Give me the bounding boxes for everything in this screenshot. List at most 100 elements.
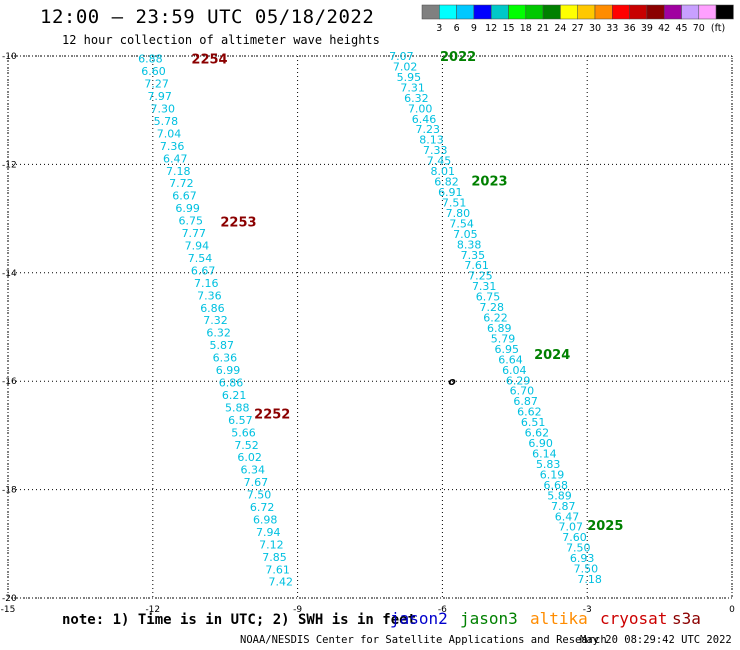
wave-height-value: 6.32 bbox=[404, 92, 429, 105]
colorbar-label: 70 bbox=[693, 23, 705, 34]
wave-height-value: 7.25 bbox=[468, 270, 493, 283]
colorbar-label: 9 bbox=[471, 23, 477, 34]
wave-height-value: 7.87 bbox=[551, 500, 576, 513]
wave-height-value: 7.28 bbox=[479, 301, 504, 314]
colorbar-swatch bbox=[473, 4, 492, 20]
colorbar-swatch bbox=[542, 4, 561, 20]
wave-height-value: 6.67 bbox=[191, 264, 216, 277]
colorbar-swatch bbox=[715, 4, 734, 20]
colorbar: 3 6 9 12 15 18 21 24 27 30 33 36 39 42 45 70 (ft) bbox=[421, 4, 734, 34]
wave-height-value: 7.07 bbox=[389, 50, 414, 63]
wave-height-value: 6.47 bbox=[555, 510, 580, 523]
wave-height-value: 7.23 bbox=[415, 123, 440, 136]
colorbar-swatch bbox=[698, 4, 717, 20]
wave-height-value: 7.50 bbox=[247, 489, 272, 502]
wave-height-value: 6.62 bbox=[525, 427, 550, 440]
legend-jason2: jason2 bbox=[390, 609, 448, 628]
wave-height-value: 7.51 bbox=[442, 196, 467, 209]
wave-height-value: 8.01 bbox=[431, 165, 456, 178]
y-tick-label: -14 bbox=[2, 269, 17, 279]
wave-height-value: 6.82 bbox=[434, 176, 459, 189]
wave-height-value: 7.77 bbox=[182, 227, 207, 240]
wave-height-value: 6.75 bbox=[476, 291, 501, 304]
wave-height-value: 7.35 bbox=[461, 249, 486, 262]
colorbar-label: 3 bbox=[436, 23, 442, 34]
page-subtitle: 12 hour collection of altimeter wave hei… bbox=[62, 33, 380, 47]
wave-height-value: 6.90 bbox=[528, 437, 553, 450]
wave-height-value: 8.38 bbox=[457, 238, 482, 251]
wave-height-value: 6.64 bbox=[498, 353, 523, 366]
colorbar-unit: (ft) bbox=[711, 23, 725, 34]
wave-height-value: 6.57 bbox=[228, 414, 253, 427]
y-tick-label: -10 bbox=[2, 52, 17, 62]
x-tick-label: 0 bbox=[729, 605, 735, 615]
wave-height-value: 7.30 bbox=[151, 103, 176, 116]
wave-height-value: 7.16 bbox=[194, 277, 219, 290]
map-grid bbox=[7, 55, 733, 599]
colorbar-swatch bbox=[490, 4, 509, 20]
y-tick-label: -12 bbox=[2, 160, 17, 170]
pass-time-label: 2023 bbox=[471, 175, 507, 190]
colorbar-swatch bbox=[508, 4, 527, 20]
pass-labels: 2254 2253 2252 2022 2023 2024 2025 o bbox=[191, 50, 623, 534]
colorbar-label: 36 bbox=[624, 23, 636, 34]
wave-height-value: 7.12 bbox=[259, 538, 284, 551]
wave-height-value: 6.36 bbox=[213, 352, 238, 365]
wave-height-value: 7.60 bbox=[562, 531, 587, 544]
wave-height-value: 6.51 bbox=[521, 416, 546, 429]
wave-height-value: 5.78 bbox=[154, 115, 179, 128]
wave-height-value: 6.67 bbox=[172, 190, 197, 203]
wave-height-value: 6.60 bbox=[141, 65, 166, 78]
colorbar-swatch bbox=[560, 4, 578, 20]
footnote: note: 1) Time is in UTC; 2) SWH is in fe… bbox=[62, 612, 417, 628]
wave-height-value: 7.85 bbox=[262, 551, 287, 564]
colorbar-label: 30 bbox=[589, 23, 601, 34]
wave-height-value: 6.72 bbox=[250, 501, 275, 514]
wave-height-value: 7.04 bbox=[157, 127, 182, 140]
map-frame bbox=[7, 55, 733, 599]
wave-height-value: 6.46 bbox=[412, 113, 437, 126]
footer-credit: NOAA/NESDIS Center for Satellite Applica… bbox=[240, 634, 607, 646]
wave-height-value: 6.62 bbox=[517, 406, 542, 419]
wave-height-value: 6.22 bbox=[483, 312, 508, 325]
wave-height-value: 6.99 bbox=[175, 202, 200, 215]
colorbar-label: 12 bbox=[485, 23, 497, 34]
wave-height-value: 7.31 bbox=[400, 81, 425, 94]
wave-height-value: 7.72 bbox=[169, 177, 194, 190]
wave-height-value: 7.50 bbox=[566, 542, 591, 555]
wave-height-value: 7.54 bbox=[188, 252, 213, 265]
wave-height-value: 6.29 bbox=[506, 374, 531, 387]
colorbar-swatch bbox=[646, 4, 665, 20]
wave-height-value: 5.95 bbox=[397, 71, 422, 84]
colorbar-swatch bbox=[663, 4, 682, 20]
colorbar-label: 33 bbox=[606, 23, 618, 34]
wave-height-value: 5.83 bbox=[536, 458, 561, 471]
wave-height-value: 6.98 bbox=[253, 513, 278, 526]
wave-height-value: 6.19 bbox=[540, 468, 565, 481]
y-tick-label: -18 bbox=[2, 486, 17, 496]
wave-height-value: 7.80 bbox=[446, 207, 471, 220]
wave-height-value: 7.32 bbox=[203, 314, 228, 327]
wave-height-value: 6.89 bbox=[487, 322, 512, 335]
colorbar-swatch bbox=[439, 4, 457, 20]
wave-height-value: 6.47 bbox=[163, 152, 188, 165]
wave-height-value: 6.86 bbox=[200, 302, 225, 315]
island-marker: o bbox=[448, 375, 456, 388]
wave-height-value: 5.79 bbox=[491, 332, 516, 345]
axis-ticks: -15 -12 -9 -6 -3 0 -10 -12 -14 -16 -18 -20 bbox=[1, 52, 735, 615]
colorbar-label: 15 bbox=[502, 23, 514, 34]
pass-time-label: 2025 bbox=[587, 519, 623, 534]
wave-height-value: 7.94 bbox=[185, 240, 210, 253]
wave-height-value: 7.94 bbox=[256, 526, 281, 539]
wave-height-value: 7.18 bbox=[166, 165, 191, 178]
x-tick-label: -9 bbox=[293, 605, 302, 615]
colorbar-label: 45 bbox=[675, 23, 687, 34]
wave-height-value: 5.89 bbox=[547, 489, 572, 502]
wave-height-value: 7.50 bbox=[574, 563, 599, 576]
footer-generated: May 20 08:29:42 UTC 2022 bbox=[580, 634, 732, 646]
wave-height-value: 7.18 bbox=[577, 573, 602, 586]
wave-height-value: 7.05 bbox=[453, 228, 478, 241]
colorbar-swatch bbox=[525, 4, 544, 20]
wave-height-value: 5.87 bbox=[210, 339, 235, 352]
